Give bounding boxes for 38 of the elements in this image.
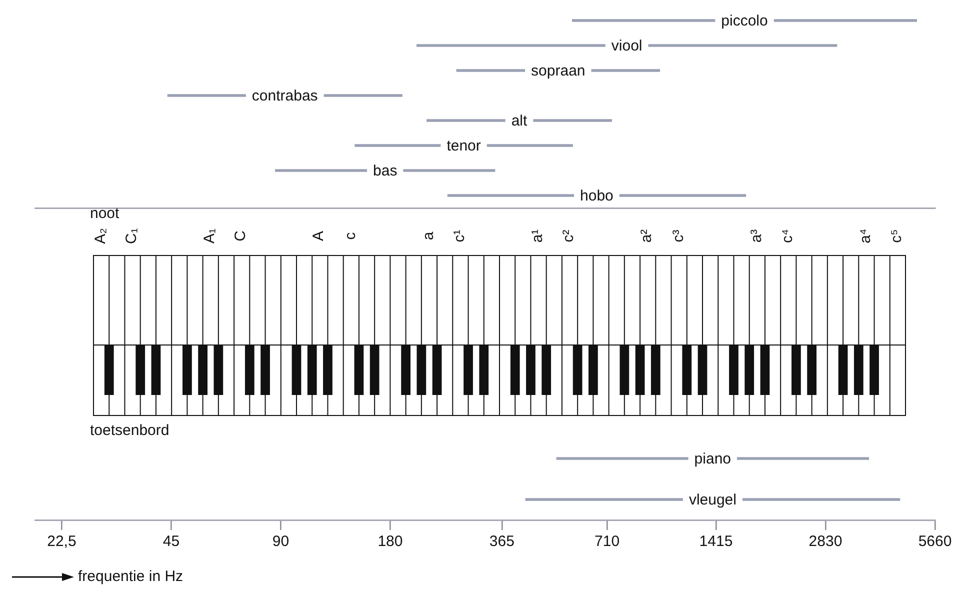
x-axis-title: frequentie in Hz <box>78 568 184 585</box>
category-label: piano <box>694 450 732 468</box>
annotation: noot <box>90 205 120 222</box>
y-tick-label: sopraan <box>531 62 586 80</box>
y-tick-label: hobo <box>580 188 614 205</box>
x-tick-label: 2830 <box>808 533 842 550</box>
category-label: vleugel <box>688 492 736 509</box>
x-tick-label: 45 <box>162 533 180 550</box>
y-tick-label: tenor <box>446 138 481 155</box>
text: a⁴ <box>856 228 875 245</box>
text: a <box>418 230 438 242</box>
x-tick-label: 180 <box>378 533 403 550</box>
text: A₁ <box>200 227 220 245</box>
text: a¹ <box>528 228 548 245</box>
text: a³ <box>746 228 766 245</box>
text: c⁴ <box>778 228 797 245</box>
text: c⁵ <box>887 228 906 245</box>
text: A₂ <box>90 227 110 245</box>
x-tick-label: 710 <box>594 533 620 550</box>
annotation: toetsenbord <box>90 422 170 439</box>
text: a² <box>637 228 656 245</box>
text: c² <box>559 228 578 244</box>
y-tick-label: viool <box>611 38 642 55</box>
x-tick-label: 365 <box>489 533 514 550</box>
y-tick-label: piccolo <box>721 12 768 30</box>
text: C₁ <box>122 227 142 245</box>
y-tick-label: bas <box>373 162 398 180</box>
y-tick-label: contrabas <box>252 88 318 105</box>
x-tick-label: 5660 <box>918 533 952 550</box>
text: A <box>309 230 328 244</box>
text: C <box>231 230 250 244</box>
text: c³ <box>668 228 688 244</box>
y-tick-label: alt <box>511 112 528 130</box>
x-tick-label: 1415 <box>699 533 733 550</box>
x-tick-label: 90 <box>272 533 290 550</box>
text: c <box>340 231 360 242</box>
text: c¹ <box>450 228 469 244</box>
x-tick-label: 22,5 <box>47 533 76 550</box>
